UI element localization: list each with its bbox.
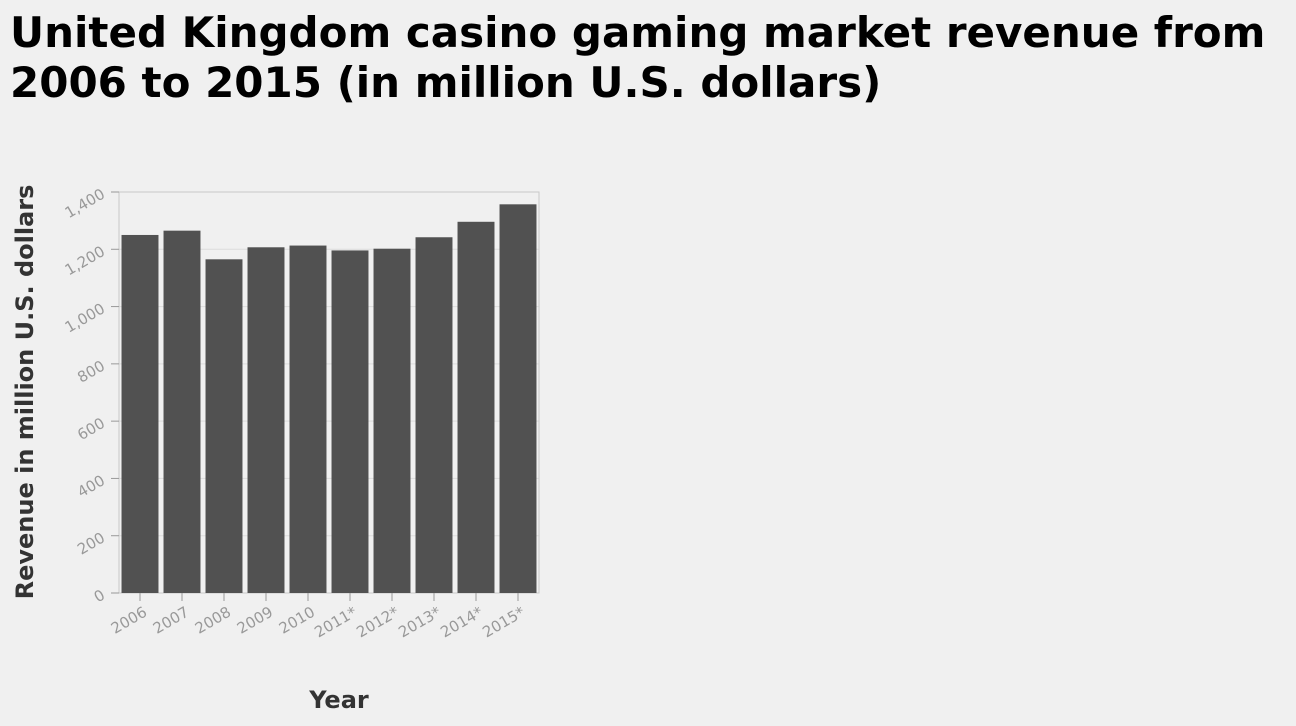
y-axis-title: Revenue in million U.S. dollars [11,185,39,600]
x-tick-label: 2013* [395,603,444,642]
plot-frame [118,191,540,594]
x-tick-label: 2008 [192,603,234,638]
bar [205,259,243,593]
y-tick-label: 1,400 [62,185,108,222]
chart-title: United Kingdom casino gaming market reve… [10,8,1266,107]
y-tick-label: 0 [91,586,108,606]
x-tick-label: 2015* [479,603,528,642]
y-tick-label: 1,200 [62,242,108,279]
x-tick-label: 2012* [353,603,402,642]
y-axis-ticks: 0 200 400 600 800 1,000 1,200 1,400 [62,185,119,606]
bar [499,204,537,594]
y-tick-label: 800 [74,357,108,387]
bar [415,237,453,593]
bars [121,204,537,594]
bar [247,247,285,594]
x-tick-label: 2011* [311,603,360,642]
y-tick-label: 200 [74,529,108,559]
x-axis-title: Year [308,686,369,714]
x-axis-ticks: 2006 2007 2008 2009 20102011*2012*2013*2014*… [108,593,528,641]
bar [373,248,411,593]
bar [289,245,327,594]
x-tick-label: 2014* [437,603,486,642]
x-tick-label: 2006 [108,603,150,638]
y-tick-label: 1,000 [62,299,108,336]
x-tick-label: 2010 [276,603,318,638]
bar [457,221,495,593]
y-tick-label: 600 [74,414,108,444]
bar [331,250,369,593]
x-tick-label: 2007 [150,603,192,638]
x-tick-label: 2009 [234,603,276,638]
bar [121,234,159,593]
y-tick-label: 400 [74,471,108,501]
bar [163,230,201,594]
